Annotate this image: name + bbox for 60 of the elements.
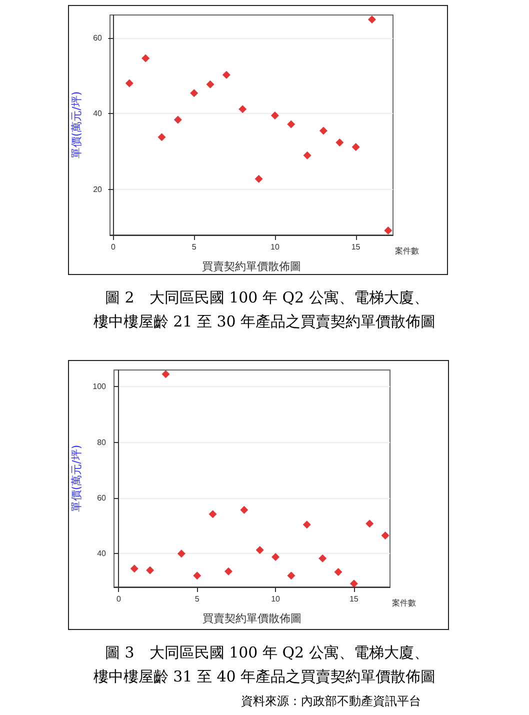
y-tick-label: 60 [97,493,107,502]
point [222,70,230,79]
y-tick-label: 60 [93,33,103,42]
x-tick-label: 5 [192,242,197,252]
point [206,80,214,88]
point [334,568,342,576]
x-axis-title: 買賣契約單價散佈圖 [202,260,301,273]
point [319,126,328,135]
point [368,16,376,24]
point [287,120,296,128]
text: 案件數 [395,246,419,256]
point [240,506,248,514]
y-tick-label: 40 [97,549,107,558]
point [190,89,198,98]
point [256,546,264,554]
y-tick-label: 100 [92,382,107,392]
point [238,105,247,114]
point [381,532,390,540]
text: 樓中樓屋齡 31 至 40 年產品之買賣契約單價散佈圖 [93,668,436,686]
y-tick-label: 80 [97,438,107,447]
point [318,554,327,562]
point [336,138,344,146]
text: 樓中樓屋齡 21 至 30 年產品之買賣契約單價散佈圖 [93,312,436,330]
point [142,54,150,62]
point [384,226,392,234]
text: 案件數 [392,598,416,608]
point [158,133,166,142]
text: 圖 3 大同區民國 100 年 Q2 公寓、電梯大廈、 [105,644,429,662]
point [350,580,358,588]
point [272,552,280,561]
x-tick-label: 15 [351,242,361,252]
point [270,112,279,120]
point [302,520,311,529]
point [125,79,134,88]
point [174,116,182,124]
point [146,566,154,574]
y-axis-title: 單價(萬元/坪) [70,91,84,159]
point [303,151,312,160]
text: 圖 2 大同區民國 100 年 Q2 公寓、電梯大廈、 [105,288,429,306]
x-tick-label: 0 [111,242,116,252]
point [287,572,296,580]
point [162,370,170,378]
y-tick-label: 20 [93,184,103,194]
point [366,520,374,528]
x-tick-label: 10 [271,594,281,604]
x-tick-label: 10 [270,242,280,252]
source-note: 資料來源：內政部不動產資訊平台 [241,694,421,708]
y-tick-label: 40 [93,109,103,118]
x-axis-title: 買賣契約單價散佈圖 [202,612,302,625]
point [177,550,186,558]
x-tick-label: 0 [116,594,122,604]
y-axis-title: 單價(萬元/坪) [70,444,83,512]
x-tick-label: 15 [349,594,359,604]
point [352,143,360,151]
point [224,567,232,576]
point [130,564,138,573]
point [193,572,202,580]
point [254,174,263,183]
x-tick-label: 5 [194,594,200,604]
point [208,510,217,518]
